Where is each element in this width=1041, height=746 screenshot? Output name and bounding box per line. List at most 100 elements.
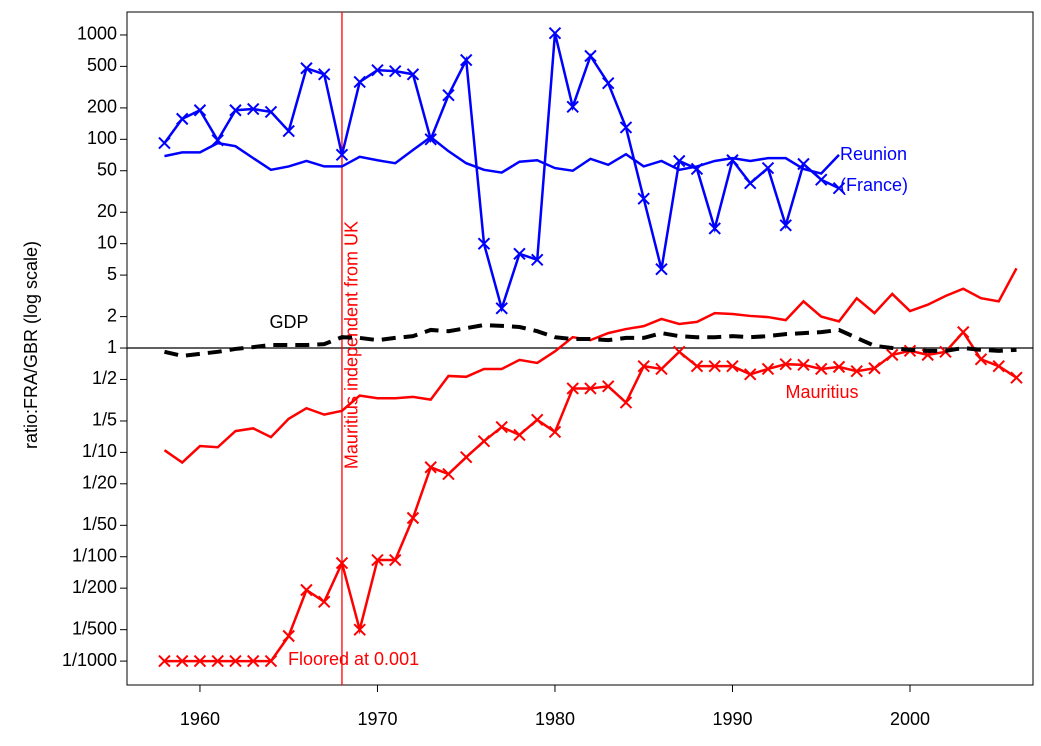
x-tick-label: 2000 bbox=[890, 709, 930, 729]
annotation: Floored at 0.001 bbox=[288, 649, 419, 669]
y-tick-label: 5 bbox=[107, 264, 117, 284]
point-marker bbox=[211, 654, 224, 668]
y-tick-label: 200 bbox=[87, 97, 117, 117]
point-marker bbox=[335, 148, 349, 162]
point-marker bbox=[513, 247, 526, 260]
x-tick-label: 1990 bbox=[712, 709, 752, 729]
y-tick-label: 1/5 bbox=[92, 410, 117, 430]
point-marker bbox=[673, 154, 686, 168]
point-marker bbox=[460, 450, 473, 464]
point-marker bbox=[158, 136, 171, 150]
point-marker bbox=[868, 362, 881, 375]
point-marker bbox=[158, 654, 171, 668]
point-marker bbox=[584, 49, 597, 63]
point-marker bbox=[602, 76, 615, 90]
point-marker bbox=[584, 382, 597, 395]
series-line bbox=[164, 330, 1018, 663]
point-marker bbox=[460, 53, 473, 67]
point-marker bbox=[424, 133, 437, 146]
point-marker bbox=[548, 26, 562, 40]
point-marker bbox=[655, 262, 668, 276]
point-marker bbox=[744, 368, 757, 381]
point-marker bbox=[726, 359, 739, 373]
point-marker bbox=[193, 104, 207, 117]
point-marker bbox=[318, 595, 331, 609]
point-marker bbox=[442, 88, 455, 102]
point-marker bbox=[318, 68, 331, 81]
point-marker bbox=[531, 253, 544, 267]
y-tick-label: 50 bbox=[97, 159, 117, 179]
point-marker bbox=[602, 380, 615, 393]
point-marker bbox=[442, 467, 455, 481]
annotation: GDP bbox=[269, 312, 308, 332]
point-marker bbox=[477, 434, 491, 448]
series-line bbox=[163, 32, 840, 313]
y-tick-label: 100 bbox=[87, 128, 117, 148]
point-marker bbox=[175, 112, 189, 126]
point-marker bbox=[566, 382, 579, 395]
series-line bbox=[163, 323, 1017, 358]
y-tick-label: 1/2 bbox=[92, 368, 117, 388]
annotation: Reunion bbox=[840, 144, 907, 164]
y-tick-label: 1/500 bbox=[72, 618, 117, 638]
y-tick-label: 500 bbox=[87, 55, 117, 75]
point-marker bbox=[477, 237, 491, 250]
point-marker bbox=[371, 553, 384, 567]
y-tick-label: 1000 bbox=[77, 24, 117, 44]
y-tick-label: 1/20 bbox=[82, 473, 117, 493]
point-marker bbox=[335, 556, 349, 570]
point-marker bbox=[815, 173, 828, 186]
point-marker bbox=[264, 105, 278, 119]
point-marker bbox=[247, 102, 260, 116]
y-tick-label: 1/50 bbox=[82, 514, 117, 534]
point-marker bbox=[406, 68, 420, 81]
point-marker bbox=[175, 654, 189, 668]
point-marker bbox=[655, 362, 668, 376]
point-marker bbox=[744, 176, 757, 190]
point-marker bbox=[1010, 371, 1023, 384]
point-marker bbox=[619, 121, 633, 134]
point-marker bbox=[193, 654, 207, 668]
y-tick-label: 1/10 bbox=[82, 441, 117, 461]
point-marker bbox=[992, 359, 1005, 373]
series-line bbox=[163, 267, 1018, 465]
point-marker bbox=[406, 511, 420, 525]
y-tick-label: 10 bbox=[97, 232, 117, 252]
y-tick-label: 1/200 bbox=[72, 577, 117, 597]
y-tick-label: 1 bbox=[107, 337, 117, 357]
point-marker bbox=[708, 359, 721, 373]
point-marker bbox=[566, 100, 579, 113]
y-tick-label: 2 bbox=[107, 305, 117, 325]
point-marker bbox=[247, 654, 260, 668]
point-marker bbox=[974, 353, 988, 366]
point-marker bbox=[389, 553, 402, 567]
point-marker bbox=[300, 62, 313, 75]
point-marker bbox=[389, 64, 402, 78]
point-marker bbox=[353, 75, 366, 89]
point-marker bbox=[957, 325, 970, 339]
point-marker bbox=[229, 104, 242, 117]
point-marker bbox=[708, 222, 721, 235]
point-marker bbox=[815, 362, 828, 376]
point-marker bbox=[886, 348, 899, 362]
point-marker bbox=[761, 362, 775, 376]
point-marker bbox=[495, 302, 508, 315]
point-marker bbox=[619, 396, 633, 409]
point-marker bbox=[832, 182, 846, 195]
point-marker bbox=[531, 413, 544, 427]
annotation: (France) bbox=[840, 175, 908, 195]
point-marker bbox=[495, 420, 508, 434]
point-marker bbox=[371, 63, 384, 77]
point-marker bbox=[300, 583, 313, 597]
y-axis-label: ratio:FRA/GBR (log scale) bbox=[21, 241, 41, 449]
y-tick-label: 1/100 bbox=[72, 545, 117, 565]
y-tick-label: 20 bbox=[97, 201, 117, 221]
series-line bbox=[164, 135, 840, 175]
point-marker bbox=[761, 161, 775, 175]
point-marker bbox=[690, 359, 704, 373]
point-marker bbox=[637, 359, 650, 373]
point-marker bbox=[282, 629, 295, 643]
x-tick-label: 1980 bbox=[535, 709, 575, 729]
point-marker bbox=[424, 461, 437, 474]
